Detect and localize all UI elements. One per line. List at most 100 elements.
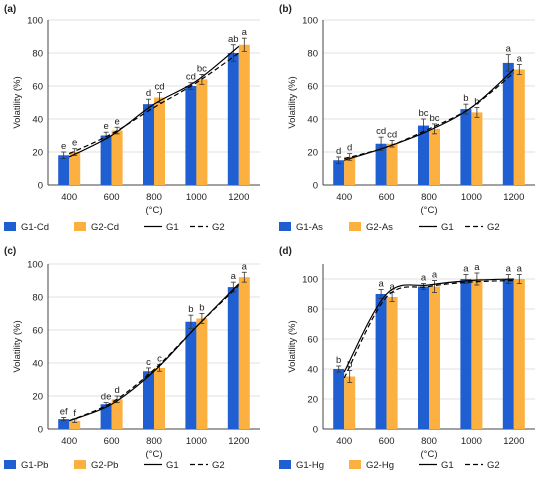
y-tick-label: 100 bbox=[27, 16, 43, 27]
legend: G1-Cd G2-Cd G1 G2 bbox=[4, 222, 225, 233]
y-tick-label: 0 bbox=[38, 425, 43, 436]
bar-g1-cd bbox=[58, 155, 70, 185]
fit-line-g1 bbox=[68, 45, 240, 158]
legend-swatch bbox=[349, 460, 361, 469]
y-tick-label: 100 bbox=[302, 275, 318, 286]
x-tick-label: 800 bbox=[146, 436, 162, 447]
y-tick-label: 40 bbox=[307, 365, 318, 376]
significance-label: ab bbox=[228, 34, 239, 45]
y-tick-label: 80 bbox=[32, 49, 43, 60]
significance-label: ef bbox=[60, 406, 68, 417]
significance-label: cd bbox=[387, 129, 397, 140]
y-tick-label: 80 bbox=[32, 293, 43, 304]
x-tick-label: 400 bbox=[336, 192, 352, 203]
panel-label: (b) bbox=[279, 4, 292, 15]
y-tick-label: 20 bbox=[32, 392, 43, 403]
y-tick-label: 40 bbox=[32, 115, 43, 126]
significance-label: a bbox=[231, 271, 237, 282]
significance-label: e bbox=[114, 116, 119, 127]
legend-label: G2 bbox=[212, 460, 225, 471]
legend-label: G2-Hg bbox=[366, 460, 394, 471]
legend-label: G2 bbox=[212, 222, 225, 233]
chart-panel-3: (c) 0 20 40 60 80 100 Volatility (%) 400 600 800 10… bbox=[4, 246, 260, 471]
significance-label: a bbox=[463, 264, 469, 275]
legend-swatch bbox=[4, 460, 16, 469]
bar-g1-cd bbox=[185, 86, 197, 185]
significance-label: cd bbox=[186, 72, 196, 83]
panel-label: (c) bbox=[4, 246, 16, 257]
significance-label: bc bbox=[197, 63, 207, 74]
y-tick-label: 0 bbox=[38, 181, 43, 192]
significance-label: d bbox=[336, 146, 341, 157]
significance-label: c bbox=[146, 357, 151, 368]
bar-g2-pb bbox=[111, 399, 123, 429]
x-tick-label: 800 bbox=[421, 192, 437, 203]
significance-label: cd bbox=[154, 82, 164, 93]
legend-label: G2 bbox=[487, 460, 500, 471]
significance-label: a bbox=[432, 270, 438, 281]
x-tick-label: 600 bbox=[104, 192, 120, 203]
x-tick-label: 600 bbox=[379, 192, 395, 203]
x-tick-label: 1200 bbox=[503, 192, 524, 203]
bar-g2-hg bbox=[386, 297, 398, 429]
x-tick-label: 400 bbox=[61, 436, 77, 447]
x-tick-label: 800 bbox=[146, 192, 162, 203]
y-axis-title: Volatility (%) bbox=[12, 320, 23, 372]
fit-line-g1 bbox=[344, 69, 515, 161]
significance-label: cd bbox=[376, 126, 386, 137]
legend-label: G1-Cd bbox=[21, 222, 49, 233]
bar-g1-hg bbox=[502, 279, 514, 429]
bar-g1-hg bbox=[418, 286, 429, 429]
x-tick-label: 600 bbox=[104, 436, 120, 447]
legend: G1-Pb G2-Pb G1 G2 bbox=[4, 460, 225, 471]
legend: G1-As G2-As G1 G2 bbox=[279, 222, 500, 233]
bar-g2-pb bbox=[196, 318, 208, 429]
legend-swatch bbox=[279, 460, 291, 469]
significance-label: b bbox=[199, 303, 204, 314]
bar-g1-cd bbox=[227, 53, 239, 185]
significance-label: a bbox=[421, 273, 427, 284]
y-tick-label: 20 bbox=[307, 395, 318, 406]
significance-label: a bbox=[506, 264, 512, 275]
y-tick-label: 60 bbox=[32, 82, 43, 93]
x-tick-label: 400 bbox=[61, 192, 77, 203]
y-tick-label: 60 bbox=[32, 326, 43, 337]
bar-g2-cd bbox=[238, 44, 250, 185]
legend-label: G1-Hg bbox=[296, 460, 324, 471]
bar-g1-hg bbox=[375, 294, 387, 429]
significance-label: a bbox=[242, 27, 248, 38]
significance-label: d bbox=[146, 88, 151, 99]
legend-swatch bbox=[349, 222, 361, 231]
x-tick-label: 800 bbox=[421, 436, 437, 447]
bar-g2-cd bbox=[69, 152, 81, 185]
bar-g1-pb bbox=[58, 419, 70, 429]
significance-label: a bbox=[506, 44, 512, 55]
x-tick-label: 1200 bbox=[228, 192, 249, 203]
significance-label: b bbox=[463, 93, 468, 104]
panel-label: (a) bbox=[4, 4, 16, 15]
legend-swatch bbox=[4, 222, 16, 231]
significance-label: e bbox=[103, 121, 108, 132]
bar-g2-hg bbox=[513, 279, 525, 429]
y-tick-label: 100 bbox=[27, 260, 43, 271]
legend-label: G1 bbox=[441, 222, 454, 233]
fit-line-g2 bbox=[68, 285, 240, 422]
legend-label: G2-As bbox=[366, 222, 393, 233]
significance-label: a bbox=[474, 262, 480, 273]
legend-label: G1 bbox=[166, 460, 179, 471]
x-tick-label: 1000 bbox=[461, 192, 482, 203]
x-tick-label: 600 bbox=[379, 436, 395, 447]
significance-label: a bbox=[242, 261, 248, 272]
bar-g2-cd bbox=[154, 97, 165, 185]
bar-g1-pb bbox=[185, 321, 197, 429]
legend-label: G1 bbox=[166, 222, 179, 233]
bar-g1-as bbox=[333, 160, 345, 185]
significance-label: de bbox=[101, 392, 112, 403]
x-axis-unit: (°C) bbox=[421, 449, 438, 460]
y-axis-title: Volatility (%) bbox=[287, 76, 298, 128]
legend-label: G2-Pb bbox=[91, 460, 118, 471]
chart-panel-2: (b) 0 20 40 60 80 100 Volatility (%) 400 600 800 10… bbox=[279, 4, 535, 233]
legend-label: G1-Pb bbox=[21, 460, 48, 471]
y-axis-title: Volatility (%) bbox=[287, 320, 298, 372]
fit-line-g1 bbox=[343, 278, 514, 373]
